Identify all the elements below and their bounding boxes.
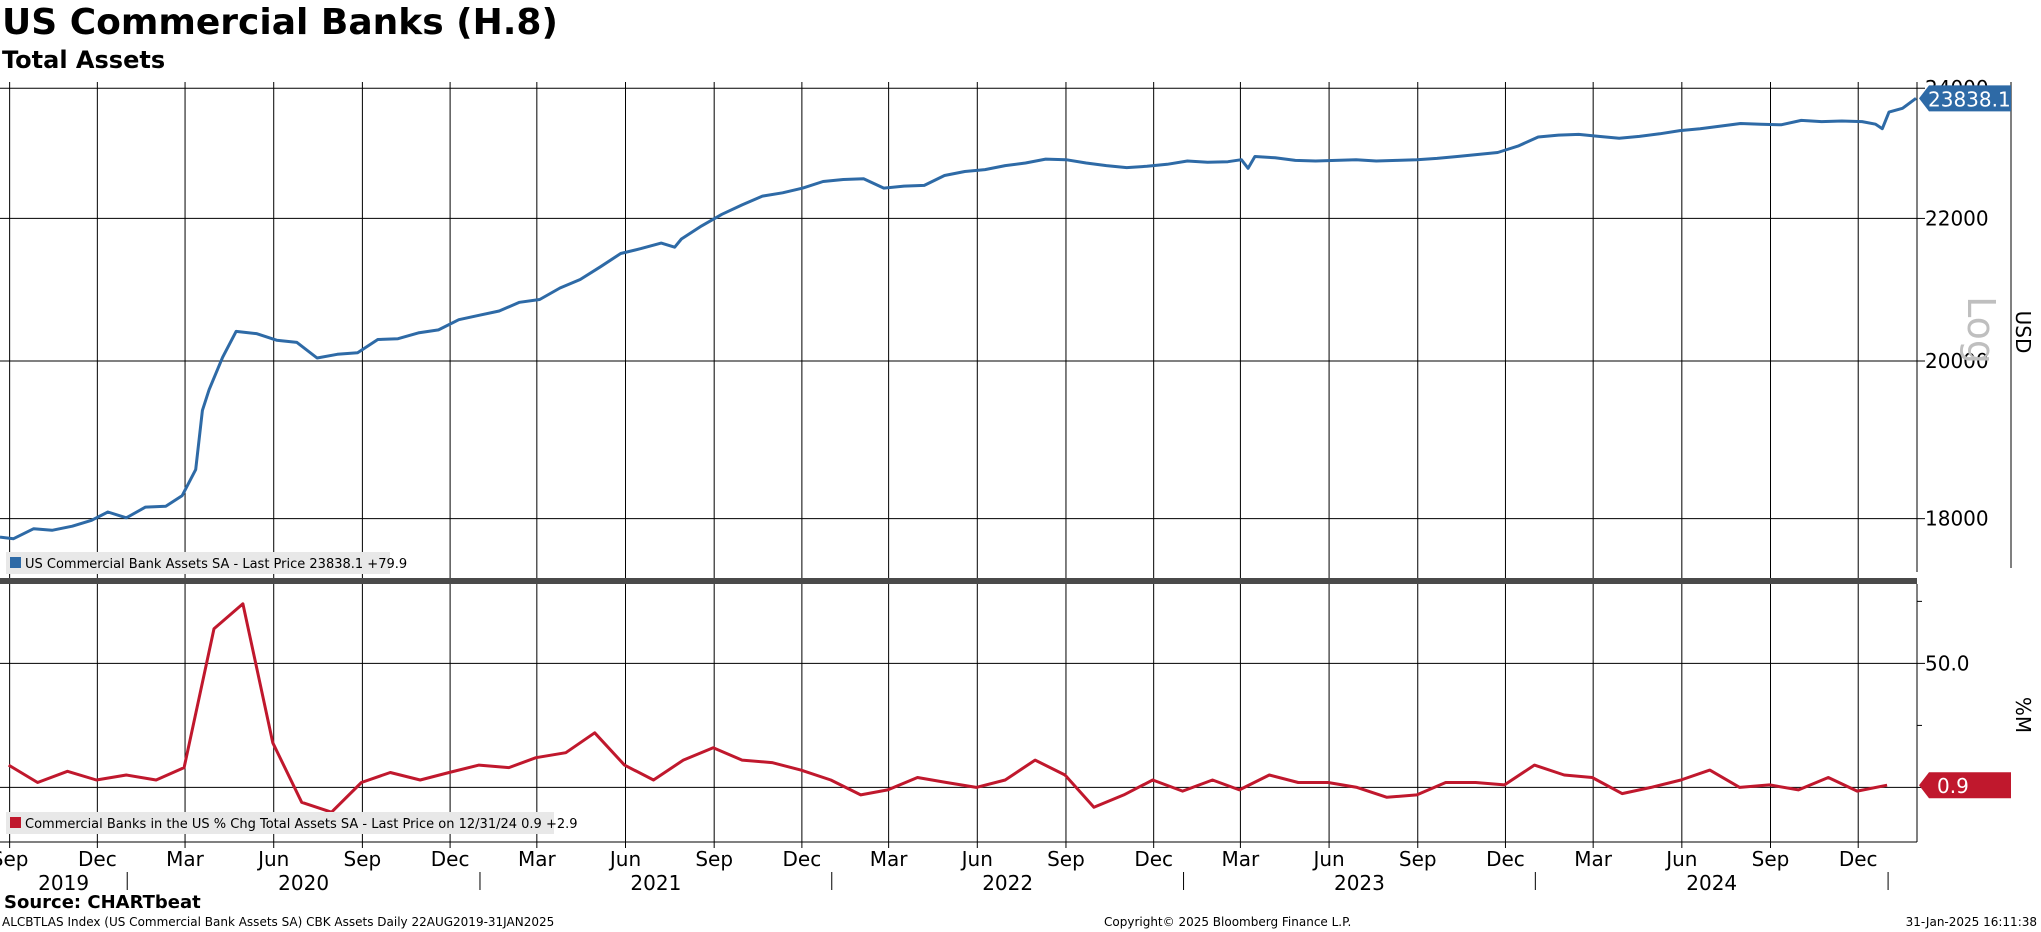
x-year-label: 2024 xyxy=(1686,871,1737,895)
upper-panel-grid xyxy=(0,82,1917,578)
lower-panel-grid xyxy=(0,584,1917,842)
x-month-label: Dec xyxy=(1486,847,1525,871)
x-year-label: 2020 xyxy=(278,871,329,895)
lower-legend: Commercial Banks in the US % Chg Total A… xyxy=(6,812,578,834)
x-month-label: Jun xyxy=(960,847,993,871)
x-month-label: Sep xyxy=(1752,847,1790,871)
x-month-label: Dec xyxy=(783,847,822,871)
log-scale-label: Log xyxy=(1959,296,2003,364)
lower-y-tick-label: 50.0 xyxy=(1925,651,1970,675)
x-month-label: Sep xyxy=(1399,847,1437,871)
lower-series-line xyxy=(7,602,1888,814)
x-month-label: Mar xyxy=(1574,847,1613,871)
upper-series-line xyxy=(0,97,1917,541)
x-month-label: Jun xyxy=(256,847,289,871)
upper-legend: US Commercial Bank Assets SA - Last Pric… xyxy=(6,552,407,574)
x-month-label: Mar xyxy=(518,847,557,871)
upper-legend-swatch xyxy=(10,557,21,568)
copyright-text: Copyright© 2025 Bloomberg Finance L.P. xyxy=(1104,915,1351,929)
index-info: ALCBTLAS Index (US Commercial Bank Asset… xyxy=(2,915,554,929)
x-month-label: Jun xyxy=(1311,847,1344,871)
x-month-label: Sep xyxy=(0,847,28,871)
lower-last-value-label: 0.9 xyxy=(1937,774,1969,798)
x-month-label: Mar xyxy=(870,847,909,871)
x-month-label: Dec xyxy=(431,847,470,871)
upper-y-tick-label: 18000 xyxy=(1925,507,1989,531)
x-year-label: 2021 xyxy=(630,871,681,895)
x-month-label: Jun xyxy=(1664,847,1697,871)
upper-unit-label: USD xyxy=(2011,311,2035,354)
x-month-label: Jun xyxy=(608,847,641,871)
upper-y-tick-label: 22000 xyxy=(1925,206,1989,230)
lower-unit-label: %M xyxy=(2011,697,2035,733)
x-year-label: 2019 xyxy=(38,871,89,895)
lower-legend-background xyxy=(6,812,554,834)
x-month-label: Mar xyxy=(1222,847,1261,871)
x-month-label: Mar xyxy=(166,847,205,871)
upper-y-tick-label: 20000 xyxy=(1925,349,1989,373)
x-month-label: Dec xyxy=(78,847,117,871)
upper-legend-text: US Commercial Bank Assets SA - Last Pric… xyxy=(25,557,407,572)
x-month-label: Sep xyxy=(1047,847,1085,871)
x-month-label: Dec xyxy=(1134,847,1173,871)
x-year-label: 2023 xyxy=(1334,871,1385,895)
upper-last-value-tag: 23838.1 xyxy=(1919,85,2011,112)
upper-last-value-label: 23838.1 xyxy=(1928,87,2011,111)
x-month-label: Sep xyxy=(344,847,382,871)
x-axis: Sep Dec Mar Jun Sep Dec Mar Jun Sep Dec Mar Jun Sep D… xyxy=(0,841,1917,895)
lower-y-axis-ticks: 50.0 xyxy=(1917,600,1970,788)
chart-subtitle: Total Assets xyxy=(2,46,166,74)
timestamp-text: 31-Jan-2025 16:11:38 xyxy=(1906,915,2037,929)
x-month-label: Dec xyxy=(1839,847,1878,871)
panel-divider[interactable] xyxy=(0,578,1917,584)
lower-last-value-tag: 0.9 xyxy=(1919,772,2011,799)
lower-legend-text: Commercial Banks in the US % Chg Total A… xyxy=(25,817,578,832)
source-label: Source: CHARTbeat xyxy=(4,892,201,913)
chart-title: US Commercial Banks (H.8) xyxy=(2,2,558,43)
lower-legend-swatch xyxy=(10,817,21,828)
upper-legend-background xyxy=(6,552,390,574)
x-month-label: Sep xyxy=(695,847,733,871)
x-year-label: 2022 xyxy=(982,871,1033,895)
